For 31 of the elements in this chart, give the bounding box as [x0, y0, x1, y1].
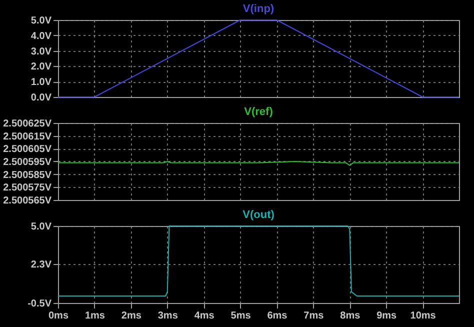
x-tick-label: 6ms: [267, 310, 288, 322]
x-tick-label: 9ms: [376, 310, 398, 322]
x-tick-label: 10ms: [410, 310, 436, 322]
y-tick-label: 2.500565V: [3, 196, 52, 206]
y-tick-label: 3.0V: [30, 46, 52, 58]
y-tick-label: 2.3V: [30, 259, 52, 270]
x-tick-label: 7ms: [304, 310, 324, 322]
x-tick-label: 1ms: [84, 310, 106, 322]
x-tick-label: 4ms: [194, 310, 215, 322]
y-tick-label: 1.0V: [30, 77, 52, 88]
y-tick-label: 2.500585V: [3, 170, 52, 181]
x-tick-label: 0ms: [48, 310, 69, 322]
y-tick-label: 5.0V: [30, 16, 52, 26]
x-tick-label: 8ms: [340, 310, 361, 322]
y-tick-label: 2.0V: [30, 62, 52, 73]
y-tick-label: -0.5V: [28, 298, 52, 310]
chart-title: V(inp): [242, 3, 274, 15]
y-tick-label: 4.0V: [30, 30, 52, 42]
y-tick-label: 2.500615V: [3, 131, 52, 142]
chart-title: V(out): [242, 209, 275, 221]
y-tick-label: 2.500595V: [3, 157, 52, 168]
y-tick-label: 0.0V: [30, 92, 52, 104]
x-tick-label: 3ms: [158, 310, 178, 322]
x-tick-label: 5ms: [230, 310, 252, 322]
y-tick-label: 2.500605V: [3, 144, 52, 156]
x-tick-label: 2ms: [121, 310, 142, 322]
y-tick-label: 2.500625V: [3, 118, 52, 130]
y-tick-label: 2.500575V: [3, 182, 52, 194]
line-series: [58, 226, 460, 296]
y-tick-label: 5.0V: [30, 222, 52, 232]
chart-title: V(ref): [244, 106, 274, 118]
